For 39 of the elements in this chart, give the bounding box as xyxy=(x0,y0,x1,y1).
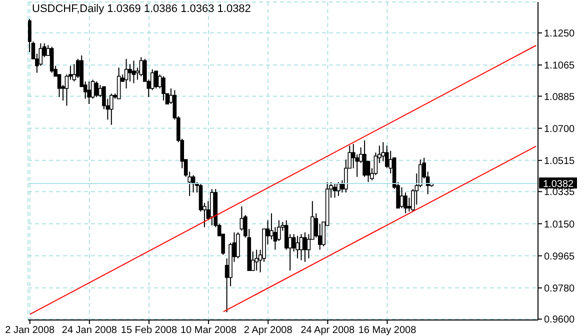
candlestick xyxy=(400,186,404,209)
candlestick xyxy=(299,234,304,261)
y-tick-label: 1.0515 xyxy=(544,156,576,167)
x-tick-label: 2 Apr 2008 xyxy=(244,325,293,336)
y-tick-label: 1.1250 xyxy=(544,28,576,40)
candlestick xyxy=(50,46,54,74)
x-tick-label: 24 Apr 2008 xyxy=(300,325,356,336)
candlestick xyxy=(128,64,132,82)
candlestick xyxy=(303,232,307,262)
y-tick-label: 1.0885 xyxy=(544,92,576,103)
candlestick xyxy=(94,80,98,98)
y-tick-label: 1.1065 xyxy=(544,60,576,72)
candlestick xyxy=(296,235,300,259)
y-tick-label: 0.9780 xyxy=(544,283,576,294)
chart-title: USDCHF,Daily 1.0369 1.0386 1.0363 1.0382 xyxy=(32,3,251,15)
ref-line-label: 1.0382 xyxy=(543,178,574,190)
candlestick xyxy=(336,182,340,196)
y-tick-label: 1.0700 xyxy=(544,124,576,135)
x-tick-label: 2 Jan 2008 xyxy=(5,325,56,336)
candlestick xyxy=(236,232,240,259)
y-tick-label: 1.0335 xyxy=(544,187,576,198)
candlestick xyxy=(332,183,337,198)
candlestick xyxy=(116,67,121,100)
candlestick xyxy=(110,93,114,126)
x-tick-label: 10 Mar 2008 xyxy=(180,325,238,336)
candlestick xyxy=(132,60,136,84)
candlestick xyxy=(404,192,408,214)
candlestick xyxy=(162,76,166,102)
y-tick-label: 1.0150 xyxy=(544,219,576,230)
y-tick-label: 0.9600 xyxy=(544,314,576,326)
x-tick-label: 16 May 2008 xyxy=(358,325,417,336)
candlestick xyxy=(362,140,366,178)
x-tick-label: 15 Feb 2008 xyxy=(120,325,178,336)
candlestick xyxy=(254,249,258,272)
candlestick xyxy=(87,80,91,105)
candlestick xyxy=(154,70,158,89)
y-tick-label: 0.9965 xyxy=(544,251,576,262)
x-tick-label: 24 Jan 2008 xyxy=(62,325,118,336)
candlestick xyxy=(124,58,128,89)
